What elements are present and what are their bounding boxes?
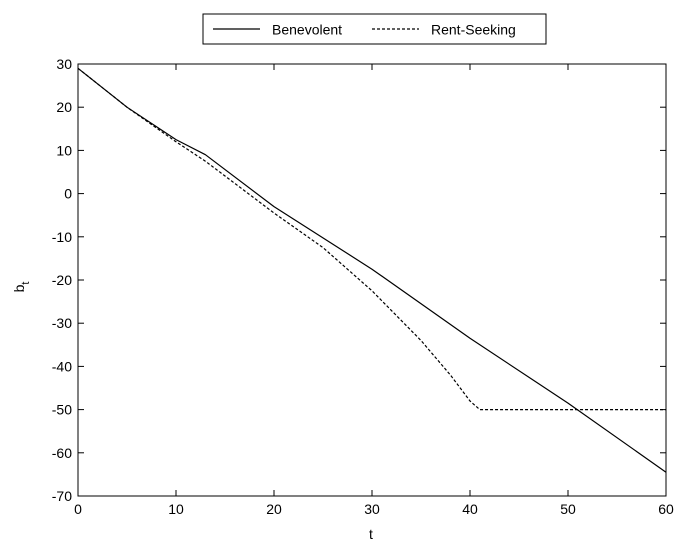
y-tick-label: 0 [64, 186, 72, 202]
x-tick-label: 10 [168, 501, 184, 517]
x-tick-label: 30 [364, 501, 380, 517]
y-tick-label: -40 [52, 358, 72, 374]
y-tick-label: 20 [56, 99, 72, 115]
y-tick-label: -60 [52, 445, 72, 461]
y-tick-label: -70 [52, 488, 72, 504]
legend-label-benevolent: Benevolent [272, 22, 342, 38]
svg-text:bt: bt [11, 282, 32, 293]
series-line-benevolent [77, 67, 667, 473]
y-axis-label: bt [11, 282, 32, 293]
y-tick-label: -10 [52, 229, 72, 245]
y-tick-label: 30 [56, 56, 72, 72]
x-tick-label: 40 [462, 501, 478, 517]
y-tick-label: -20 [52, 272, 72, 288]
x-tick-label: 20 [266, 501, 282, 517]
y-axis-label-subscript: t [20, 282, 32, 285]
x-tick-label: 50 [560, 501, 576, 517]
x-tick-label: 60 [658, 501, 674, 517]
y-axis-label-main: b [11, 284, 27, 292]
legend: Benevolent Rent-Seeking [202, 13, 547, 45]
legend-label-rent-seeking: Rent-Seeking [431, 22, 516, 38]
y-tick-label: -50 [52, 402, 72, 418]
x-axis-label: t [369, 526, 373, 539]
y-tick-label: -30 [52, 315, 72, 331]
plot-area [77, 67, 667, 473]
series-line-rent-seeking [77, 67, 666, 411]
y-tick-label: 10 [56, 142, 72, 158]
axes: 0 10 20 30 40 50 60 -70 -60 -50 -40 -30 -20 -10 0 10 20 3… [52, 56, 674, 517]
plot-frame [77, 63, 667, 497]
x-tick-label: 0 [74, 501, 82, 517]
